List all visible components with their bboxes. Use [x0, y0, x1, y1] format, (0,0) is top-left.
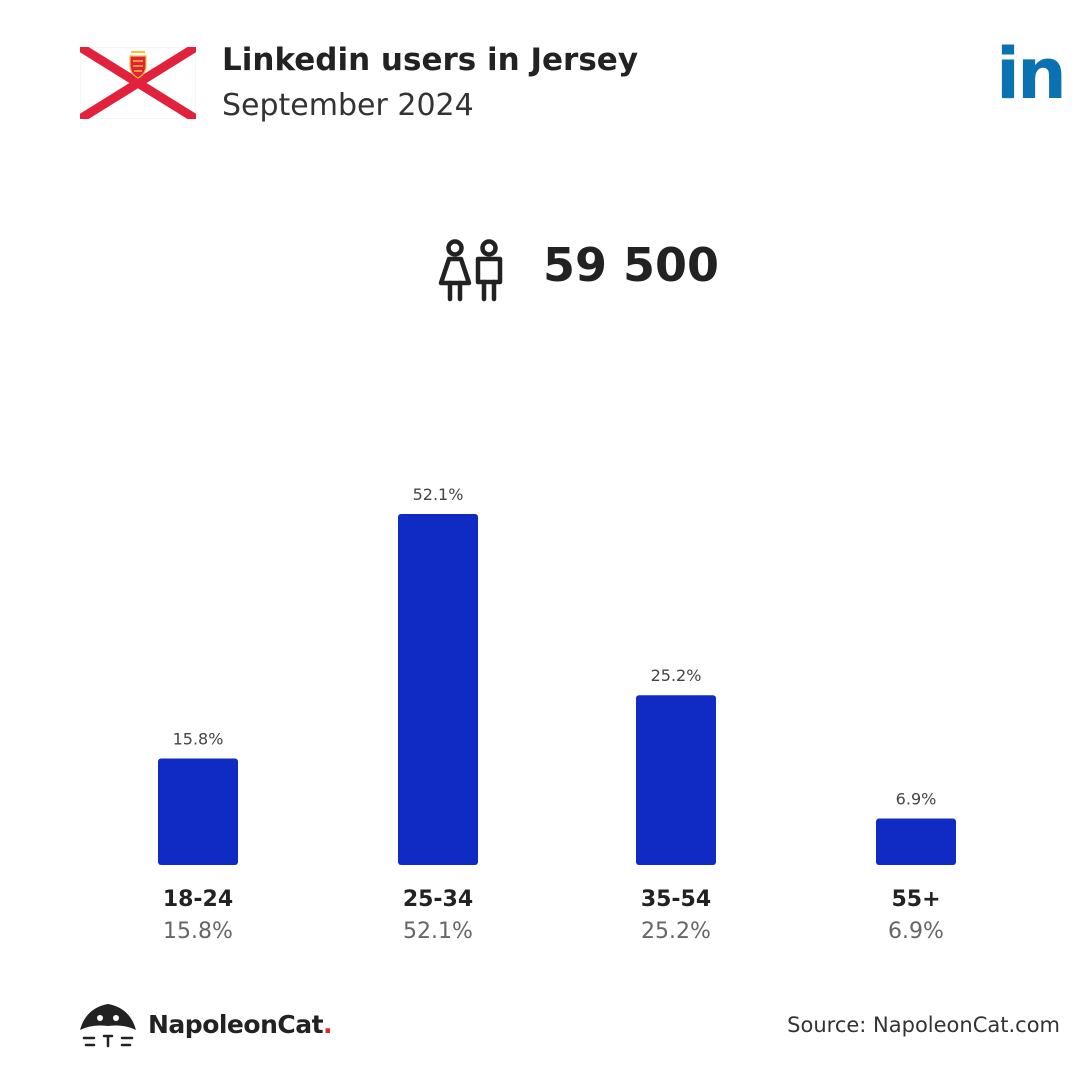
category-percent: 25.2%: [641, 919, 711, 944]
category-label: 18-24: [163, 887, 233, 912]
jersey-flag-icon: [80, 47, 196, 119]
bar-35-54: [636, 695, 716, 865]
bar-25-34: [398, 514, 478, 865]
brand-name: NapoleonCat.: [148, 1010, 333, 1039]
source-text: Source: NapoleonCat.com: [787, 1013, 1060, 1037]
category-label: 35-54: [641, 887, 711, 912]
page-title: Linkedin users in Jersey: [222, 42, 639, 78]
category-percent: 15.8%: [163, 919, 233, 944]
age-bar-chart: 15.8% 18-24 15.8% 52.1% 25-34 52.1% 25.2% 35-54…: [158, 485, 956, 944]
brand-name-text: NapoleonCat: [148, 1010, 324, 1039]
bar-value-label: 6.9%: [896, 790, 937, 809]
page-subtitle: September 2024: [222, 88, 474, 123]
bar-55+: [876, 818, 956, 865]
users-icon: [438, 239, 503, 302]
category-label: 25-34: [403, 887, 473, 912]
category-percent: 52.1%: [403, 919, 473, 944]
category-label: 55+: [891, 887, 940, 912]
category-percent: 6.9%: [888, 919, 944, 944]
linkedin-logo-icon: in: [996, 39, 1067, 109]
napoleoncat-logo-icon: [80, 1004, 136, 1048]
linkedin-logo-text: in: [996, 33, 1067, 115]
bar-18-24: [158, 758, 238, 865]
brand-dot: .: [323, 1010, 333, 1039]
bar-value-label: 25.2%: [651, 666, 702, 685]
total-users-value: 59 500: [543, 238, 720, 292]
bar-value-label: 15.8%: [173, 730, 224, 749]
bar-value-label: 52.1%: [413, 485, 464, 504]
